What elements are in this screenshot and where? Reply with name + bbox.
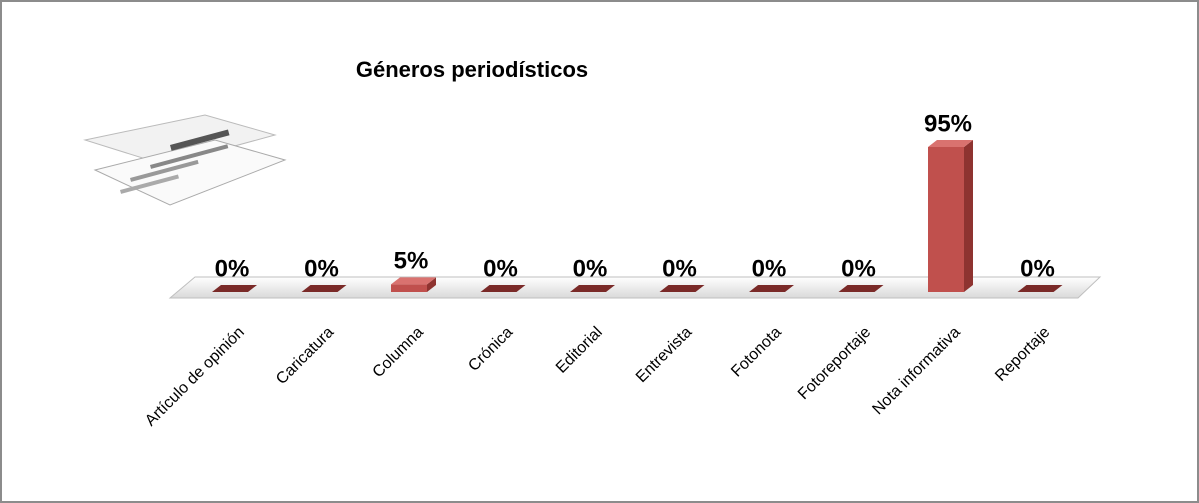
bar-top [570, 285, 615, 292]
value-label: 5% [394, 248, 429, 275]
value-label: 0% [215, 255, 250, 282]
bar [391, 284, 427, 292]
bar-side [427, 277, 436, 292]
bar-top [1017, 285, 1063, 292]
value-label: 0% [573, 255, 608, 282]
bar-top [212, 285, 257, 292]
bar-side [964, 140, 973, 292]
value-label: 0% [662, 255, 697, 282]
value-label: 95% [924, 110, 972, 137]
value-label: 0% [304, 255, 339, 282]
bar-top [928, 140, 973, 147]
chart-title: Géneros periodísticos [356, 57, 588, 82]
value-label: 0% [1020, 255, 1055, 282]
value-label: 0% [752, 255, 787, 282]
bar-top [659, 285, 705, 292]
bar-top [391, 277, 436, 285]
bar-top [480, 285, 526, 292]
bar-top [749, 285, 794, 292]
bar-top [301, 285, 347, 292]
bar [928, 147, 964, 292]
value-label: 0% [841, 255, 876, 282]
newspaper-icon [83, 114, 287, 206]
bar-top [838, 285, 884, 292]
value-label: 0% [483, 255, 518, 282]
